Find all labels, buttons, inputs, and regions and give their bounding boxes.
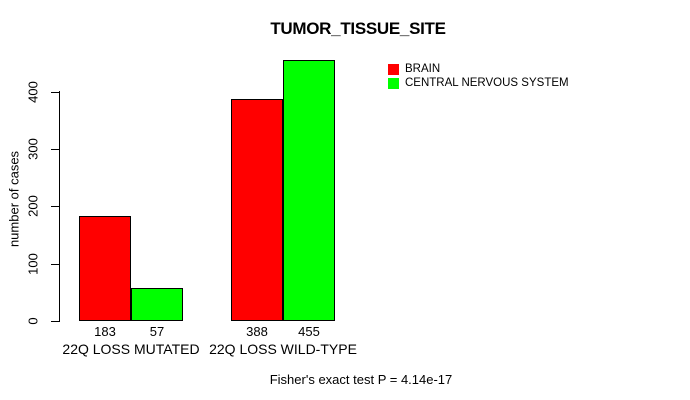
- y-tick-label: 300: [25, 138, 41, 160]
- y-tick-label: 0: [25, 317, 41, 325]
- y-axis-line: [59, 91, 60, 322]
- y-axis-tick: [51, 321, 59, 322]
- y-tick-label: 200: [25, 195, 41, 218]
- bar-central-nervous-system-group0: [131, 288, 183, 321]
- legend-item-brain: BRAIN: [388, 62, 569, 76]
- bar-central-nervous-system-group1: [283, 60, 335, 321]
- y-tick-label: 100: [25, 252, 41, 275]
- category-label-mutated: 22Q LOSS MUTATED: [62, 341, 200, 357]
- y-tick-label: 400: [25, 80, 41, 103]
- bar-value-label: 183: [94, 324, 116, 339]
- bar-value-label: 388: [246, 324, 268, 339]
- legend-swatch-green-icon: [388, 77, 399, 89]
- y-axis-label: number of cases: [6, 150, 22, 248]
- footnote-fishers-test: Fisher's exact test P = 4.14e-17: [269, 372, 453, 387]
- bar-value-label: 57: [149, 324, 165, 339]
- bar-brain-group0: [79, 216, 131, 321]
- chart-title: TUMOR_TISSUE_SITE: [270, 19, 446, 38]
- bar-value-label: 455: [298, 324, 320, 339]
- legend-label: CENTRAL NERVOUS SYSTEM: [405, 77, 569, 89]
- legend-item-central-nervous-system: CENTRAL NERVOUS SYSTEM: [388, 76, 569, 90]
- y-axis-tick: [51, 263, 59, 265]
- category-label-wildtype: 22Q LOSS WILD-TYPE: [209, 341, 357, 357]
- legend: BRAIN CENTRAL NERVOUS SYSTEM: [388, 62, 569, 90]
- y-axis-tick: [51, 206, 59, 208]
- legend-label: BRAIN: [405, 63, 441, 75]
- y-axis-tick: [51, 149, 59, 151]
- bar-brain-group1: [231, 99, 283, 321]
- y-axis-tick: [51, 91, 59, 93]
- legend-swatch-red-icon: [388, 63, 399, 75]
